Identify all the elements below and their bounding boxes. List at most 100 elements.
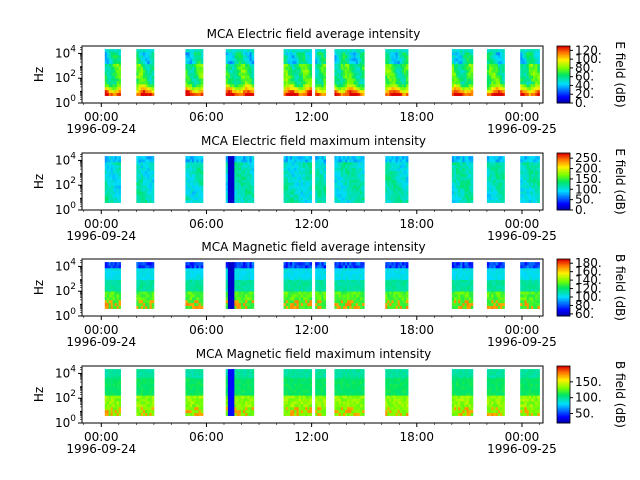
spectrogram-cell	[118, 170, 121, 174]
spectrogram-cell	[309, 81, 313, 85]
spectrogram-cell	[309, 276, 313, 280]
spectrogram-cell	[338, 273, 342, 278]
spectrogram-cell	[225, 270, 229, 275]
spectrogram-cell	[470, 156, 474, 160]
spectrogram-cell	[537, 173, 540, 177]
spectrogram-cell	[290, 72, 293, 76]
spectrogram-cell	[187, 63, 191, 67]
spectrogram-cell	[395, 173, 399, 177]
spectrogram-cell	[502, 81, 505, 85]
spectrogram-cell	[391, 199, 394, 203]
spectrogram-cell	[151, 279, 155, 283]
spectrogram-cell	[389, 75, 392, 79]
spectrogram-cell	[342, 52, 346, 56]
spectrogram-cell	[359, 89, 363, 94]
spectrogram-cell	[294, 196, 297, 201]
spectrogram-cell	[287, 167, 291, 172]
spectrogram-cell	[526, 78, 530, 82]
spectrogram-cell	[321, 156, 324, 160]
spectrogram-cell	[227, 276, 231, 280]
spectrogram-cell	[147, 63, 150, 67]
spectrogram-cell	[526, 83, 530, 88]
spectrogram-cell	[495, 156, 499, 160]
spectrogram-cell	[391, 170, 394, 174]
spectrogram-cell	[500, 49, 503, 53]
spectrogram-cell	[227, 78, 231, 82]
spectrogram-cell	[187, 199, 191, 203]
colorbar-tick-label: 60.	[575, 70, 594, 84]
spectrogram-cell	[338, 182, 342, 186]
spectrogram-cell	[317, 159, 320, 163]
spectrogram-cell	[466, 196, 470, 201]
spectrogram-cell	[234, 294, 237, 298]
spectrogram-cell	[116, 276, 119, 280]
spectrogram-cell	[302, 78, 306, 82]
spectrogram-cell	[247, 81, 250, 85]
spectrogram-cell	[309, 176, 313, 180]
spectrogram-cell	[191, 52, 195, 56]
spectrogram-cell	[405, 285, 409, 289]
spectrogram-cell	[357, 69, 361, 73]
spectrogram-cell	[336, 294, 340, 298]
spectrogram-cell	[106, 63, 110, 67]
spectrogram-cell	[317, 63, 320, 67]
spectrogram-cell	[140, 296, 144, 301]
spectrogram-cell	[389, 185, 392, 189]
spectrogram-cell	[232, 75, 235, 79]
spectrogram-cell	[315, 270, 318, 275]
spectrogram-cell	[290, 161, 293, 166]
spectrogram-cell	[238, 182, 242, 186]
spectrogram-cell	[321, 196, 324, 201]
spectrogram-cell	[401, 156, 405, 160]
spectrogram-cell	[292, 262, 295, 266]
spectrogram-cell	[145, 270, 148, 275]
spectrogram-cell	[247, 182, 250, 186]
spectrogram-cell	[112, 270, 116, 275]
spectrogram-cell	[247, 72, 250, 76]
spectrogram-cell	[309, 57, 313, 62]
spectrogram-cell	[196, 176, 199, 180]
spectrogram-cell	[395, 179, 399, 183]
spectrogram-cell	[391, 159, 394, 163]
spectrogram-cell	[351, 86, 354, 91]
spectrogram-cell	[145, 182, 148, 186]
spectrogram-cell	[385, 294, 388, 298]
spectrogram-cell	[136, 170, 139, 174]
spectrogram-cell	[355, 159, 359, 163]
spectrogram-cell	[395, 190, 399, 195]
spectrogram-cell	[393, 302, 396, 307]
spectrogram-cell	[104, 265, 108, 269]
spectrogram-cell	[502, 161, 505, 166]
spectrogram-cell	[147, 66, 150, 70]
spectrogram-cell	[305, 52, 308, 56]
spectrogram-cell	[405, 182, 409, 186]
spectrogram-cell	[147, 173, 150, 177]
spectrogram-cell	[285, 185, 289, 189]
spectrogram-cell	[249, 270, 253, 275]
spectrogram-cell	[236, 60, 240, 65]
spectrogram-cell	[385, 54, 388, 59]
spectrogram-cell	[236, 86, 240, 91]
spectrogram-cell	[464, 156, 467, 160]
spectrogram-cell	[106, 282, 110, 286]
spectrogram-cell	[362, 291, 365, 295]
spectrogram-cell	[395, 57, 399, 62]
spectrogram-cell	[225, 182, 229, 186]
spectrogram-cell	[334, 302, 337, 307]
spectrogram-cell	[104, 170, 108, 174]
spectrogram-cell	[389, 170, 392, 174]
spectrogram-cell	[307, 75, 310, 79]
colorbar-swatch	[557, 78, 570, 81]
spectrogram-cell	[287, 273, 291, 278]
spectrogram-cell	[453, 288, 457, 292]
spectrogram-cell	[397, 52, 401, 56]
spectrogram-cell	[296, 86, 300, 91]
spectrogram-cell	[145, 302, 148, 307]
spectrogram-cell	[136, 60, 139, 65]
spectrogram-cell	[342, 262, 346, 266]
spectrogram-cell	[526, 69, 530, 73]
spectrogram-cell	[535, 159, 538, 163]
spectrogram-cell	[240, 185, 244, 189]
spectrogram-cell	[112, 60, 116, 65]
spectrogram-cell	[405, 270, 409, 275]
